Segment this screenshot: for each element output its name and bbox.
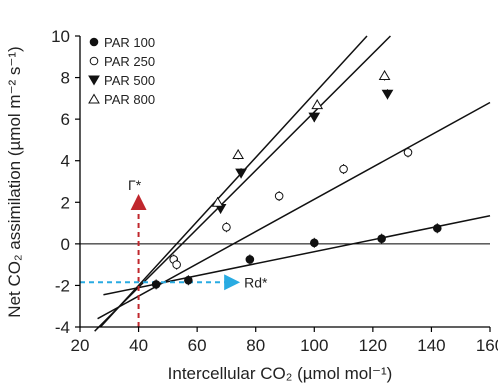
data-point	[232, 148, 245, 159]
x-tick-label: 140	[417, 336, 445, 355]
data-point	[184, 275, 193, 285]
y-tick-label: 2	[61, 193, 70, 212]
y-axis-title: Net CO₂ assimilation (µmol m⁻² s⁻¹)	[5, 46, 24, 317]
y-tick-label: 10	[51, 27, 70, 46]
y-tick-label: 0	[61, 235, 70, 254]
data-point	[339, 164, 348, 174]
legend-marker	[89, 37, 99, 47]
rd-star-label: Rd*	[244, 274, 268, 290]
data-point	[381, 89, 394, 100]
y-tick-label: 8	[61, 69, 70, 88]
x-tick-label: 60	[188, 336, 207, 355]
data-point	[274, 191, 284, 201]
x-tick-label: 80	[246, 336, 265, 355]
gamma-star-label: Γ*	[128, 177, 142, 193]
x-tick-label: 20	[71, 336, 90, 355]
y-tick-label: 4	[61, 152, 70, 171]
data-point	[403, 148, 413, 157]
data-point	[377, 234, 386, 243]
legend-marker	[89, 56, 99, 66]
data-point	[235, 168, 247, 179]
data-point	[151, 280, 161, 289]
data-point	[309, 238, 319, 248]
legend-label: PAR 100	[104, 35, 155, 50]
data-point	[311, 99, 324, 110]
fit-line	[99, 35, 368, 328]
data-point	[245, 255, 255, 264]
data-point	[308, 112, 321, 123]
legend-label: PAR 500	[104, 73, 155, 88]
legend-label: PAR 800	[104, 92, 155, 107]
x-tick-label: 40	[129, 336, 148, 355]
legend-label: PAR 250	[104, 54, 155, 69]
y-tick-label: -2	[55, 276, 70, 295]
fit-line	[103, 215, 491, 296]
x-tick-label: 100	[300, 336, 328, 355]
legend-marker	[88, 93, 100, 104]
y-tick-label: 6	[61, 110, 70, 129]
y-tick-label: -4	[55, 318, 70, 337]
x-axis-title: Intercellular CO₂ (µmol mol⁻¹)	[168, 364, 393, 383]
legend: PAR 100 PAR 250 PAR 500 PAR 800	[88, 35, 155, 107]
data-point	[432, 223, 442, 233]
data-point	[211, 196, 224, 207]
data-point	[378, 70, 391, 80]
x-tick-label: 160	[476, 336, 498, 355]
data-point	[172, 260, 181, 269]
data-point	[222, 222, 231, 232]
x-tick-label: 120	[359, 336, 387, 355]
legend-marker	[88, 75, 100, 86]
